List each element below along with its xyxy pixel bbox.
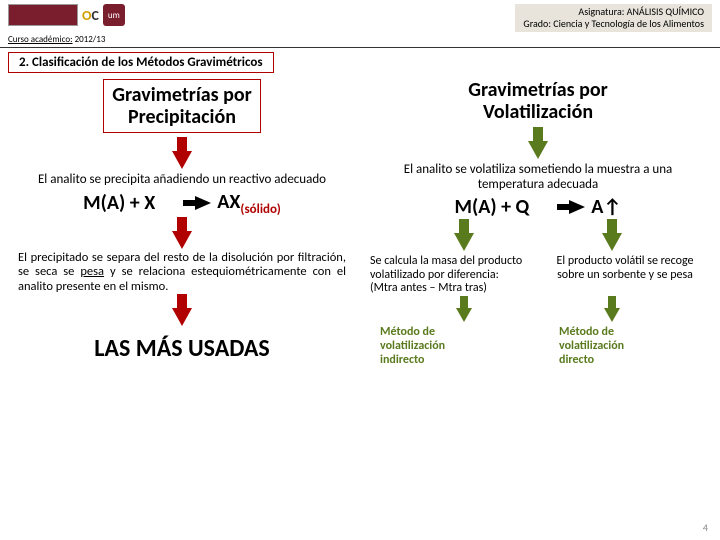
title-precipitacion: Gravimetrías porPrecipitación <box>103 79 261 133</box>
col-precipitacion: Gravimetrías porPrecipitación El analito… <box>14 79 350 368</box>
prod-volatil: El producto volátil se recoge sobre un s… <box>544 255 706 283</box>
row-methods: Método devolatilizaciónindirecto Método … <box>370 326 706 367</box>
calc-mass: Se calcula la masa del producto volatili… <box>370 255 532 296</box>
logo-university <box>8 4 78 26</box>
arrow-down-icon <box>602 233 622 251</box>
metodo-directo: Método devolatilizacióndirecto <box>539 326 706 367</box>
arrow-down-icon <box>172 231 192 249</box>
col-volatilizacion: Gravimetrías porVolatilización El analit… <box>370 79 706 368</box>
arrow-right-icon <box>195 196 211 210</box>
logos: OC um <box>8 4 125 26</box>
columns: Gravimetrías porPrecipitación El analito… <box>0 79 720 368</box>
header: OC um Asignatura: ANÁLISIS QUÍMICO Grado… <box>0 0 720 32</box>
row-results: Se calcula la masa del producto volatili… <box>370 255 706 296</box>
desc-precip-1: El analito se precipita añadiendo un rea… <box>14 173 350 188</box>
desc-volat-1: El analito se volatiliza sometiendo la m… <box>370 163 706 193</box>
section-title: 2. Clasificación de los Métodos Gravimét… <box>8 52 274 73</box>
equation-precip: M(A) + X AX(sólido) <box>14 190 350 217</box>
arrow-down-icon <box>456 308 472 322</box>
las-mas-usadas: LAS MÁS USADAS <box>14 334 350 363</box>
desc-precip-2: El precipitado se separa del resto de la… <box>14 251 350 294</box>
logo-um: um <box>103 4 125 26</box>
curso: Curso académico: 2012/13 <box>0 32 720 45</box>
arrow-down-icon <box>528 141 548 159</box>
course-info: Asignatura: ANÁLISIS QUÍMICO Grado: Cien… <box>515 4 712 32</box>
arrow-down-icon <box>604 308 620 322</box>
divider <box>0 47 720 48</box>
grado: Grado: Ciencia y Tecnología de los Alime… <box>523 18 704 30</box>
logo-ocw: OC <box>82 7 99 24</box>
arrow-right-icon <box>569 200 585 214</box>
title-volatilizacion: Gravimetrías porVolatilización <box>370 79 706 123</box>
metodo-indirecto: Método devolatilizaciónindirecto <box>370 326 527 367</box>
arrow-down-icon <box>172 308 192 326</box>
arrow-down-icon <box>454 233 474 251</box>
page-number: 4 <box>703 521 708 534</box>
arrow-down-icon <box>172 151 192 169</box>
equation-volat: M(A) + Q A↑ <box>370 195 706 219</box>
